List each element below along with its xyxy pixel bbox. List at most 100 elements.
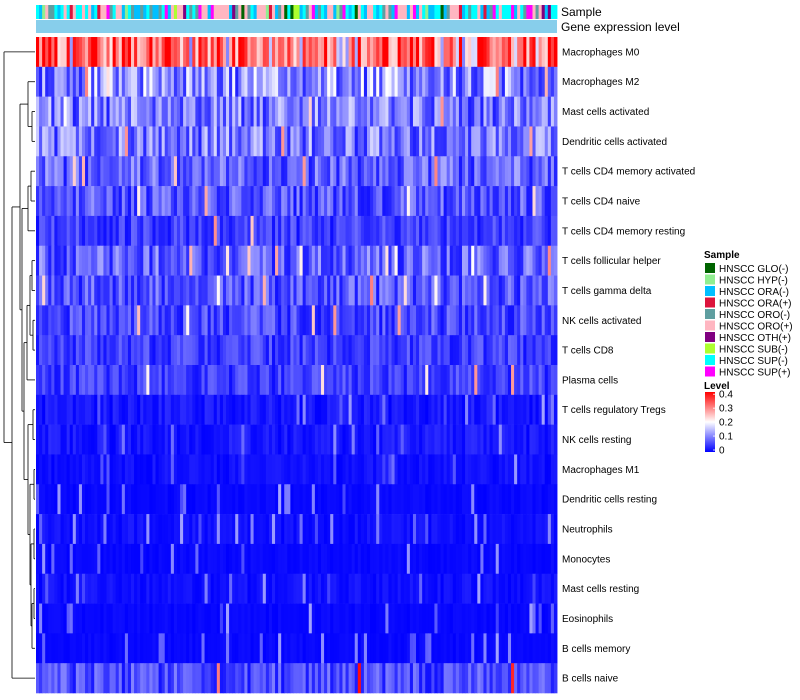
heatmap-cell xyxy=(412,424,417,455)
heatmap-cell xyxy=(492,663,497,694)
sample-legend: Sample HNSCC GLO(-)HNSCC HYP(-)HNSCC ORA… xyxy=(704,250,793,379)
heatmap-cell xyxy=(483,275,487,306)
heatmap-cell xyxy=(226,37,230,68)
heatmap-cell xyxy=(342,96,346,127)
heatmap-cell xyxy=(486,186,491,217)
heatmap-cell xyxy=(394,96,399,127)
heatmap-cell xyxy=(314,66,319,97)
heatmap-cell xyxy=(253,573,258,604)
heatmap-cell xyxy=(409,633,414,664)
heatmap-cell xyxy=(406,365,411,396)
heatmap-cell xyxy=(115,245,120,276)
heatmap-cell xyxy=(118,424,123,455)
heatmap-cell xyxy=(465,275,469,306)
heatmap-cell xyxy=(382,365,386,396)
heatmap-cell xyxy=(265,156,270,187)
heatmap-cell xyxy=(370,663,374,694)
heatmap-cell xyxy=(81,543,86,575)
heatmap-cell xyxy=(514,603,518,634)
heatmap-cell xyxy=(287,245,291,276)
heatmap-cell xyxy=(118,275,123,306)
heatmap-cell xyxy=(247,633,251,664)
heatmap-cell xyxy=(127,37,132,68)
heatmap-cell xyxy=(75,603,80,634)
heatmap-cell xyxy=(115,365,120,396)
heatmap-cell xyxy=(290,37,294,68)
heatmap-cell xyxy=(281,305,285,336)
heatmap-cell xyxy=(244,305,248,336)
heatmap-cell xyxy=(330,454,334,485)
heatmap-cell xyxy=(51,394,55,425)
heatmap-cell xyxy=(265,484,270,515)
heatmap-cell xyxy=(474,305,478,336)
heatmap-cell xyxy=(308,424,313,455)
heatmap-cell xyxy=(314,96,319,127)
heatmap-cell xyxy=(216,305,221,336)
heatmap-cell xyxy=(327,37,331,68)
heatmap-cell xyxy=(180,365,184,396)
heatmap-cell xyxy=(376,365,380,396)
heatmap-cell xyxy=(342,156,346,187)
heatmap-cell xyxy=(94,365,98,396)
heatmap-cell xyxy=(523,365,527,396)
heatmap-cell xyxy=(137,245,141,276)
heatmap-cell xyxy=(492,543,497,575)
heatmap-cell xyxy=(115,394,120,425)
heatmap-cell xyxy=(204,543,209,575)
heatmap-cell xyxy=(339,663,343,694)
heatmap-cell xyxy=(112,305,117,336)
heatmap-cell xyxy=(54,394,58,425)
heatmap-cell xyxy=(308,484,313,515)
heatmap-cell xyxy=(115,156,120,187)
heatmap-cell xyxy=(406,37,411,68)
heatmap-cell xyxy=(265,245,270,276)
heatmap-cell xyxy=(164,543,169,575)
heatmap-cell xyxy=(262,454,267,485)
heatmap-cell xyxy=(437,37,441,68)
heatmap-cell xyxy=(173,424,178,455)
heatmap-cell xyxy=(311,543,316,575)
heatmap-cell xyxy=(57,573,61,604)
heatmap-cell xyxy=(164,514,169,545)
heatmap-cell xyxy=(373,365,377,396)
heatmap-cell xyxy=(363,394,368,425)
heatmap-cell xyxy=(458,156,463,187)
heatmap-cell xyxy=(72,573,77,604)
heatmap-cell xyxy=(474,275,478,306)
heatmap-cell xyxy=(219,543,224,575)
heatmap-cell xyxy=(449,156,454,187)
heatmap-cell xyxy=(140,514,144,545)
heatmap-cell xyxy=(330,245,334,276)
heatmap-cell xyxy=(51,424,55,455)
heatmap-cell xyxy=(262,514,267,545)
heatmap-cell xyxy=(97,663,101,694)
heatmap-cell xyxy=(458,454,463,485)
heatmap-cell xyxy=(204,335,209,366)
heatmap-cell xyxy=(100,305,104,336)
heatmap-cell xyxy=(376,96,380,127)
heatmap-cell xyxy=(115,573,120,604)
heatmap-cell xyxy=(544,37,549,68)
heatmap-cell xyxy=(422,663,426,694)
heatmap-cell xyxy=(164,156,169,187)
heatmap-cell xyxy=(311,126,316,157)
heatmap-cell xyxy=(253,96,258,127)
heatmap-cell xyxy=(183,454,187,485)
heatmap-cell xyxy=(39,424,43,455)
heatmap-cell xyxy=(271,394,276,425)
heatmap-cell xyxy=(455,66,460,97)
heatmap-cell xyxy=(183,484,187,515)
heatmap-cell xyxy=(204,573,209,604)
heatmap-cell xyxy=(48,37,52,68)
heatmap-cell xyxy=(333,66,337,97)
level-legend-label: 0 xyxy=(719,446,725,457)
heatmap-cell xyxy=(189,484,193,515)
heatmap-cell xyxy=(158,365,163,396)
heatmap-cell xyxy=(520,424,524,455)
heatmap-cell xyxy=(446,275,451,306)
heatmap-cell xyxy=(118,573,123,604)
heatmap-cell xyxy=(72,335,77,366)
heatmap-cell xyxy=(143,275,147,306)
heatmap-cell xyxy=(391,514,396,545)
heatmap-cell xyxy=(302,543,307,575)
